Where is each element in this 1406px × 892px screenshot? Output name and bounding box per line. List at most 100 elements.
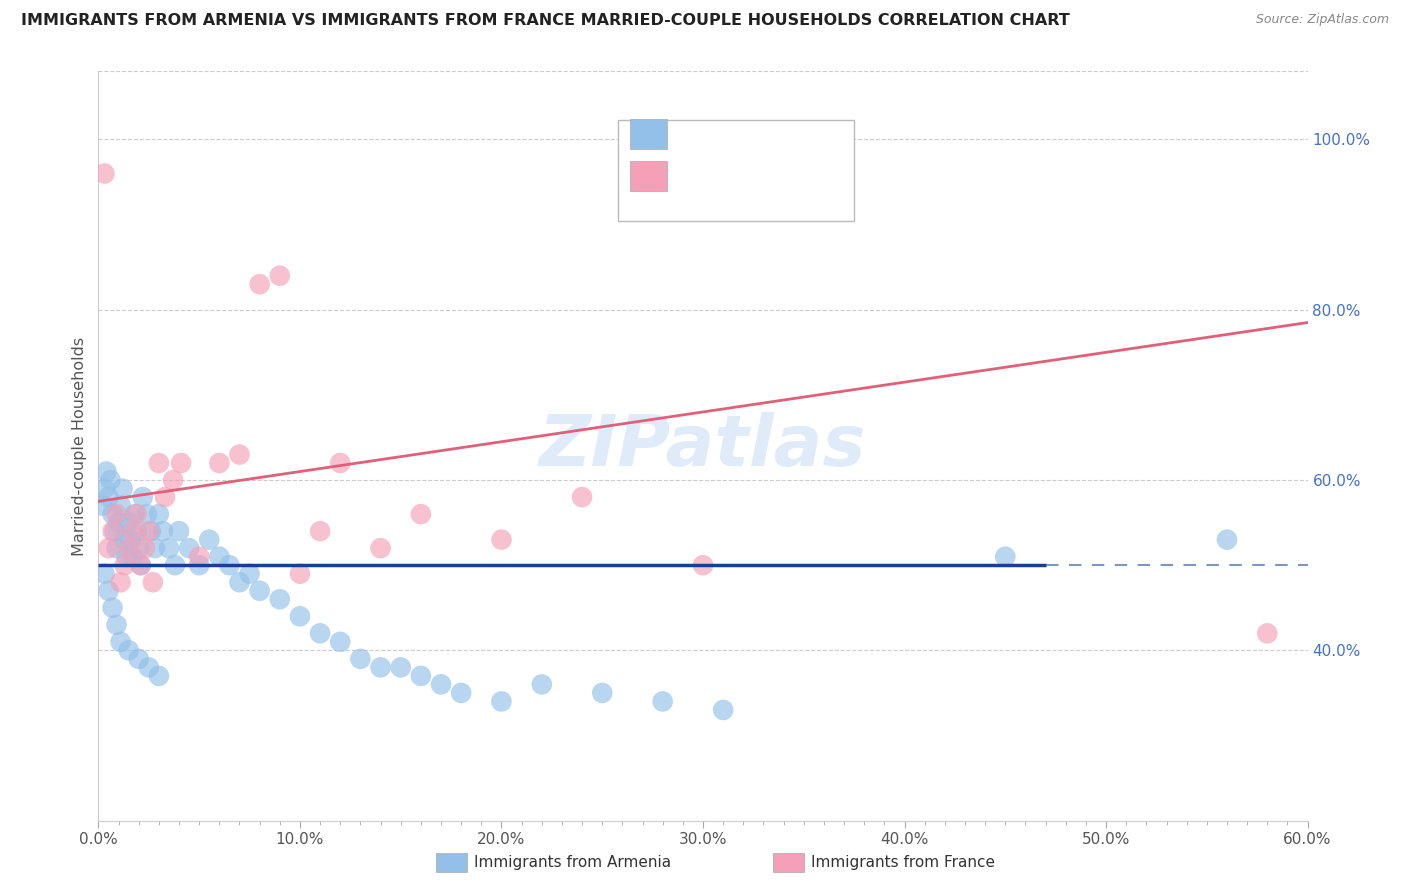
Point: [93, 167, 115, 181]
Point: [121, 524, 143, 538]
Point: [1216, 533, 1239, 547]
Point: [249, 583, 271, 598]
Point: [105, 541, 128, 556]
FancyBboxPatch shape: [630, 161, 666, 191]
Point: [142, 575, 165, 590]
Text: IMMIGRANTS FROM ARMENIA VS IMMIGRANTS FROM FRANCE MARRIED-COUPLE HOUSEHOLDS CORR: IMMIGRANTS FROM ARMENIA VS IMMIGRANTS FR…: [21, 13, 1070, 29]
Point: [124, 507, 146, 521]
Point: [103, 524, 125, 538]
Point: [148, 669, 170, 683]
Point: [329, 635, 352, 649]
Point: [208, 456, 231, 470]
Text: 0.346: 0.346: [717, 168, 770, 186]
Point: [994, 549, 1017, 564]
Point: [132, 490, 155, 504]
Text: 63: 63: [815, 125, 838, 143]
Point: [129, 558, 152, 573]
Text: N =: N =: [769, 168, 817, 186]
Point: [128, 541, 150, 556]
Point: [97, 490, 120, 504]
FancyBboxPatch shape: [630, 119, 666, 149]
Point: [118, 516, 141, 530]
Point: [93, 482, 115, 496]
Text: N =: N =: [769, 125, 817, 143]
Point: [170, 456, 193, 470]
Point: [370, 660, 392, 674]
Point: [138, 660, 160, 674]
Point: [114, 533, 136, 547]
Point: [129, 558, 152, 573]
Point: [138, 524, 160, 538]
Point: [430, 677, 453, 691]
Point: [96, 465, 118, 479]
Point: [157, 541, 180, 556]
Text: 0.005: 0.005: [717, 125, 770, 143]
Point: [188, 558, 211, 573]
Point: [111, 482, 134, 496]
Point: [329, 456, 352, 470]
Point: [409, 669, 432, 683]
Point: [167, 524, 190, 538]
Point: [370, 541, 392, 556]
Point: [121, 549, 143, 564]
Point: [409, 507, 432, 521]
Text: Source: ZipAtlas.com: Source: ZipAtlas.com: [1256, 13, 1389, 27]
Point: [115, 549, 138, 564]
Point: [110, 499, 132, 513]
Point: [107, 516, 129, 530]
Point: [135, 507, 157, 521]
Point: [228, 448, 250, 462]
FancyBboxPatch shape: [619, 120, 855, 221]
Point: [450, 686, 472, 700]
Point: [125, 507, 148, 521]
Text: Immigrants from France: Immigrants from France: [811, 855, 995, 870]
Point: [239, 566, 262, 581]
Point: [143, 541, 166, 556]
Point: [571, 490, 593, 504]
Point: [491, 694, 513, 708]
Point: [134, 541, 156, 556]
Point: [91, 499, 114, 513]
Point: [188, 549, 211, 564]
Text: R =: R =: [676, 168, 713, 186]
Point: [218, 558, 240, 573]
Point: [128, 652, 150, 666]
Point: [152, 524, 174, 538]
Point: [110, 575, 132, 590]
Point: [591, 686, 613, 700]
Point: [288, 609, 311, 624]
Point: [105, 617, 128, 632]
Point: [288, 566, 311, 581]
Point: [179, 541, 201, 556]
Point: [110, 635, 132, 649]
Point: [269, 268, 291, 283]
Text: 31: 31: [815, 168, 838, 186]
Point: [93, 566, 115, 581]
Point: [101, 507, 124, 521]
Point: [114, 558, 136, 573]
Point: [309, 524, 332, 538]
Point: [97, 541, 120, 556]
Point: [120, 533, 142, 547]
Point: [105, 507, 128, 521]
Text: R =: R =: [676, 125, 713, 143]
Point: [249, 277, 271, 292]
Point: [101, 524, 124, 538]
Point: [1256, 626, 1278, 640]
Point: [530, 677, 553, 691]
Point: [148, 507, 170, 521]
Point: [198, 533, 221, 547]
Point: [162, 473, 184, 487]
Point: [101, 600, 124, 615]
Point: [228, 575, 250, 590]
Point: [97, 583, 120, 598]
Point: [118, 541, 141, 556]
Point: [125, 524, 148, 538]
Point: [153, 490, 176, 504]
Point: [118, 643, 141, 657]
Point: [100, 473, 122, 487]
Point: [389, 660, 412, 674]
Point: [349, 652, 371, 666]
Text: Immigrants from Armenia: Immigrants from Armenia: [474, 855, 671, 870]
Point: [163, 558, 186, 573]
